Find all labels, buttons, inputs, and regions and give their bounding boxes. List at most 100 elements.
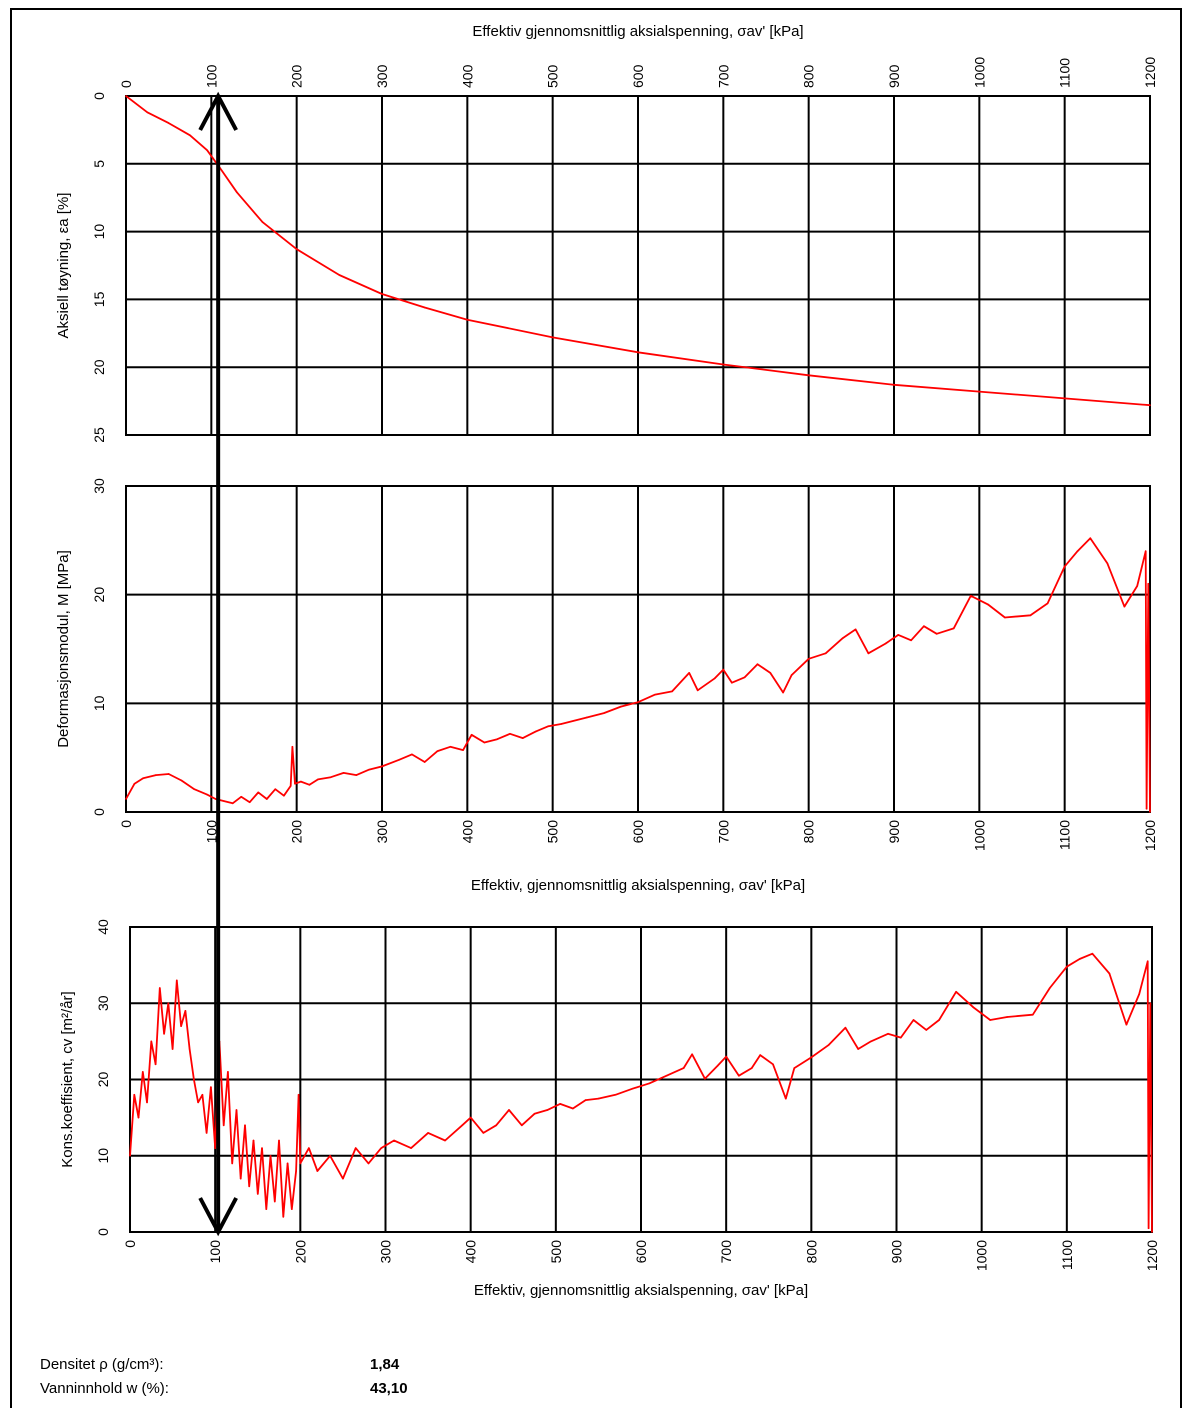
data-point-consolidation bbox=[308, 1147, 310, 1149]
data-point-modulus bbox=[731, 681, 733, 684]
data-point-modulus bbox=[696, 689, 699, 692]
x-tick-label-strain: 700 bbox=[715, 64, 731, 88]
x-tick-label-consolidation: 500 bbox=[548, 1240, 564, 1264]
x-tick-label-modulus: 500 bbox=[545, 820, 561, 844]
data-point-consolidation bbox=[193, 1078, 195, 1081]
data-point-modulus bbox=[722, 668, 725, 671]
data-point-modulus bbox=[300, 780, 302, 783]
data-point-modulus bbox=[436, 750, 439, 752]
data-point-consolidation bbox=[520, 1124, 523, 1127]
data-point-consolidation bbox=[1108, 972, 1111, 975]
y-tick-label-strain: 10 bbox=[91, 224, 107, 240]
data-point-consolidation bbox=[482, 1132, 485, 1134]
data-point-modulus bbox=[522, 737, 524, 739]
data-point-consolidation bbox=[261, 1147, 263, 1149]
data-point-modulus bbox=[330, 776, 332, 779]
data-point-consolidation bbox=[184, 1010, 187, 1012]
data-point-modulus bbox=[248, 801, 251, 804]
data-point-strain bbox=[722, 363, 725, 366]
plot-area-strain bbox=[125, 95, 1151, 436]
data-point-modulus bbox=[355, 774, 358, 776]
data-point-modulus bbox=[854, 628, 857, 631]
x-tick-label-strain: 900 bbox=[886, 64, 902, 88]
data-point-consolidation bbox=[508, 1109, 510, 1111]
data-point-consolidation bbox=[955, 991, 957, 993]
data-point-consolidation bbox=[1151, 1231, 1153, 1233]
x-axis-label-modulus: Effektiv, gjennomsnittlig aksialspenning… bbox=[471, 877, 805, 894]
data-point-consolidation bbox=[738, 1074, 740, 1077]
data-point-strain bbox=[381, 293, 383, 295]
data-point-consolidation bbox=[870, 1040, 872, 1043]
data-point-modulus bbox=[240, 795, 242, 798]
data-point-modulus bbox=[1046, 602, 1049, 605]
data-point-consolidation bbox=[329, 1154, 331, 1157]
data-point-modulus bbox=[398, 759, 400, 761]
data-point-consolidation bbox=[129, 1154, 131, 1157]
data-point-modulus bbox=[1089, 537, 1092, 539]
data-point-modulus bbox=[411, 753, 413, 756]
data-point-strain bbox=[637, 351, 639, 354]
y-tick-label-consolidation: 40 bbox=[95, 919, 111, 935]
y-tick-label-modulus: 20 bbox=[91, 587, 107, 603]
data-point-modulus bbox=[790, 674, 793, 676]
x-tick-label-strain: 600 bbox=[630, 64, 646, 88]
data-point-consolidation bbox=[167, 1002, 170, 1005]
data-point-strain bbox=[206, 149, 208, 152]
x-tick-label-modulus: 700 bbox=[715, 820, 731, 844]
y-tick-label-strain: 15 bbox=[91, 291, 107, 307]
data-point-modulus bbox=[274, 788, 277, 790]
sheet-frame bbox=[10, 8, 1182, 1408]
data-point-modulus bbox=[586, 716, 588, 719]
y-tick-label-consolidation: 10 bbox=[95, 1148, 111, 1164]
data-point-modulus bbox=[923, 625, 925, 627]
data-point-consolidation bbox=[810, 1056, 813, 1059]
data-point-modulus bbox=[342, 772, 345, 774]
series-line-consolidation bbox=[129, 952, 1153, 1233]
data-point-consolidation bbox=[137, 1116, 140, 1119]
plot-area-modulus bbox=[125, 485, 1151, 813]
data-point-modulus bbox=[133, 782, 136, 785]
data-point-consolidation bbox=[857, 1048, 859, 1050]
data-point-consolidation bbox=[559, 1103, 561, 1105]
data-point-modulus bbox=[283, 794, 285, 797]
data-point-consolidation bbox=[1147, 1227, 1150, 1229]
data-point-strain bbox=[338, 274, 341, 276]
data-point-consolidation bbox=[1049, 987, 1051, 989]
x-tick-label-modulus: 200 bbox=[289, 820, 305, 844]
data-point-consolidation bbox=[1125, 1023, 1128, 1026]
data-point-consolidation bbox=[291, 1208, 293, 1210]
data-point-consolidation bbox=[887, 1032, 889, 1035]
data-point-strain bbox=[167, 122, 170, 124]
data-point-modulus bbox=[1145, 807, 1148, 810]
data-point-modulus bbox=[547, 725, 550, 727]
y-axis-label-strain: Aksiell tøyning, εa [%] bbox=[55, 193, 72, 339]
data-point-strain bbox=[551, 336, 554, 339]
x-tick-label-consolidation: 1100 bbox=[1059, 1240, 1075, 1270]
data-point-consolidation bbox=[912, 1019, 915, 1021]
data-point-modulus bbox=[308, 784, 311, 786]
data-point-consolidation bbox=[188, 1048, 191, 1050]
data-point-strain bbox=[1063, 397, 1066, 400]
data-point-strain bbox=[261, 221, 264, 223]
x-tick-label-consolidation: 0 bbox=[122, 1240, 138, 1248]
y-tick-label-modulus: 0 bbox=[91, 808, 107, 816]
y-tick-label-strain: 0 bbox=[91, 92, 107, 100]
x-tick-label-strain: 200 bbox=[289, 64, 305, 88]
data-point-consolidation bbox=[297, 1093, 300, 1096]
data-point-modulus bbox=[1149, 811, 1151, 813]
y-tick-label-consolidation: 0 bbox=[95, 1228, 111, 1236]
y-tick-label-strain: 25 bbox=[91, 427, 107, 443]
data-point-consolidation bbox=[235, 1109, 238, 1111]
x-tick-label-consolidation: 1000 bbox=[974, 1240, 990, 1271]
data-point-consolidation bbox=[1066, 965, 1068, 968]
data-point-consolidation bbox=[265, 1208, 268, 1210]
data-point-modulus bbox=[714, 677, 716, 680]
data-point-consolidation bbox=[239, 1177, 242, 1180]
data-point-modulus bbox=[573, 719, 575, 722]
data-point-modulus bbox=[1029, 614, 1032, 617]
data-point-modulus bbox=[449, 746, 452, 748]
data-point-strain bbox=[146, 111, 149, 114]
x-tick-label-consolidation: 200 bbox=[292, 1240, 308, 1264]
plot-area-consolidation bbox=[129, 926, 1153, 1233]
